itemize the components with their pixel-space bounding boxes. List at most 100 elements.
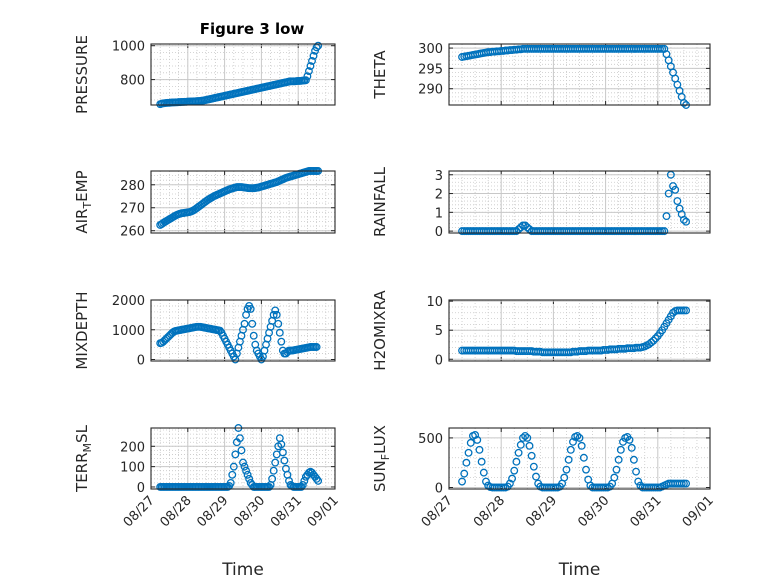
x-axis-label: Time (558, 560, 601, 580)
data-point (277, 440, 286, 449)
data-point (582, 465, 590, 474)
data-point (682, 479, 691, 488)
data-point (525, 441, 534, 450)
y-tick-label: 300 (418, 42, 443, 57)
axes-box (150, 299, 336, 362)
data-point (460, 469, 469, 478)
data-point (614, 455, 623, 464)
data-point (312, 474, 321, 483)
x-tick-label: 08/29 (194, 493, 231, 530)
y-tick-label: 2 (435, 188, 443, 203)
y-tick-label: 5 (435, 324, 443, 339)
series-markers (156, 424, 323, 491)
y-axis-label: RAINFALL (371, 166, 389, 237)
data-point (662, 212, 671, 221)
data-point (479, 468, 488, 477)
series-markers (156, 167, 323, 229)
data-point (682, 217, 691, 226)
data-point (473, 435, 482, 444)
axes-box (448, 43, 711, 106)
data-point (532, 472, 540, 481)
y-tick-label: 800 (120, 74, 145, 89)
y-tick-label: 0 (137, 481, 145, 496)
data-point (682, 306, 691, 315)
y-tick-label: 290 (418, 83, 443, 98)
y-tick-label: 0 (137, 354, 145, 369)
data-point (671, 185, 680, 194)
subplot-terr-msl: 08/27 08/28 08/29 08/30 08/31 09/01 0 100 200 TER… (73, 424, 342, 580)
data-point (647, 338, 656, 347)
data-point (514, 448, 523, 457)
data-point (309, 51, 318, 60)
data-point (235, 434, 244, 443)
y-tick-label: 1000 (112, 40, 145, 55)
data-point (240, 462, 249, 471)
data-point (577, 441, 586, 450)
y-tick-label: 0 (435, 353, 443, 368)
data-point (516, 440, 525, 449)
y-axis-label: MIXDEPTH (73, 291, 91, 369)
data-point (245, 474, 254, 483)
series-markers (156, 302, 321, 364)
y-tick-label: 10 (426, 295, 443, 310)
data-point (610, 473, 619, 482)
data-point (575, 433, 584, 442)
y-axis-label: H2OMIXRA (371, 290, 389, 371)
x-tick-label: 08/29 (523, 493, 560, 530)
data-point (242, 466, 251, 475)
data-point (237, 446, 246, 455)
data-point (269, 310, 278, 319)
data-point (298, 480, 307, 489)
y-tick-label: 3 (435, 169, 443, 184)
y-axis-label: THETA (371, 50, 389, 100)
data-point (629, 455, 638, 464)
data-point (512, 457, 521, 466)
data-point (304, 468, 313, 477)
axes-box (448, 299, 711, 362)
subplot-pressure: 800 1000 PRESSURE (73, 35, 336, 114)
data-point (268, 474, 277, 483)
y-tick-label: 1 (435, 206, 443, 221)
axes-box (150, 427, 336, 490)
data-point (300, 476, 309, 485)
data-point (508, 474, 517, 483)
axes-box (448, 427, 711, 490)
data-point (632, 467, 640, 476)
data-point (564, 455, 573, 464)
y-tick-label: 260 (120, 225, 145, 240)
data-point (573, 431, 582, 440)
data-point (658, 227, 667, 236)
data-point (248, 319, 257, 328)
data-point (271, 306, 280, 315)
data-point (269, 466, 278, 475)
series-markers (458, 44, 691, 109)
y-tick-label: 100 (120, 461, 145, 476)
y-axis-label: SUNFLUX (371, 425, 392, 492)
data-point (246, 304, 255, 313)
y-tick-label: 0 (435, 225, 443, 240)
data-point (523, 433, 532, 442)
data-point (612, 465, 621, 474)
subplot-mixdepth: 0 1000 2000 MIXDEPTH (73, 291, 336, 370)
data-point (673, 197, 682, 206)
data-point (679, 215, 688, 224)
data-point (569, 437, 577, 446)
data-point (475, 445, 484, 454)
data-point (510, 466, 519, 475)
figure-title: Figure 3 low (200, 20, 305, 38)
data-point (272, 310, 281, 319)
axes-box (150, 43, 336, 106)
axes-box (448, 170, 711, 234)
y-tick-label: 280 (120, 179, 145, 194)
data-point (464, 448, 473, 457)
series-markers (458, 430, 691, 492)
data-point (679, 99, 688, 107)
data-point (658, 44, 667, 53)
data-point (560, 473, 569, 482)
data-point (271, 458, 280, 467)
data-point (477, 457, 486, 466)
data-point (625, 435, 634, 444)
data-point (280, 456, 289, 465)
data-point (519, 221, 527, 230)
